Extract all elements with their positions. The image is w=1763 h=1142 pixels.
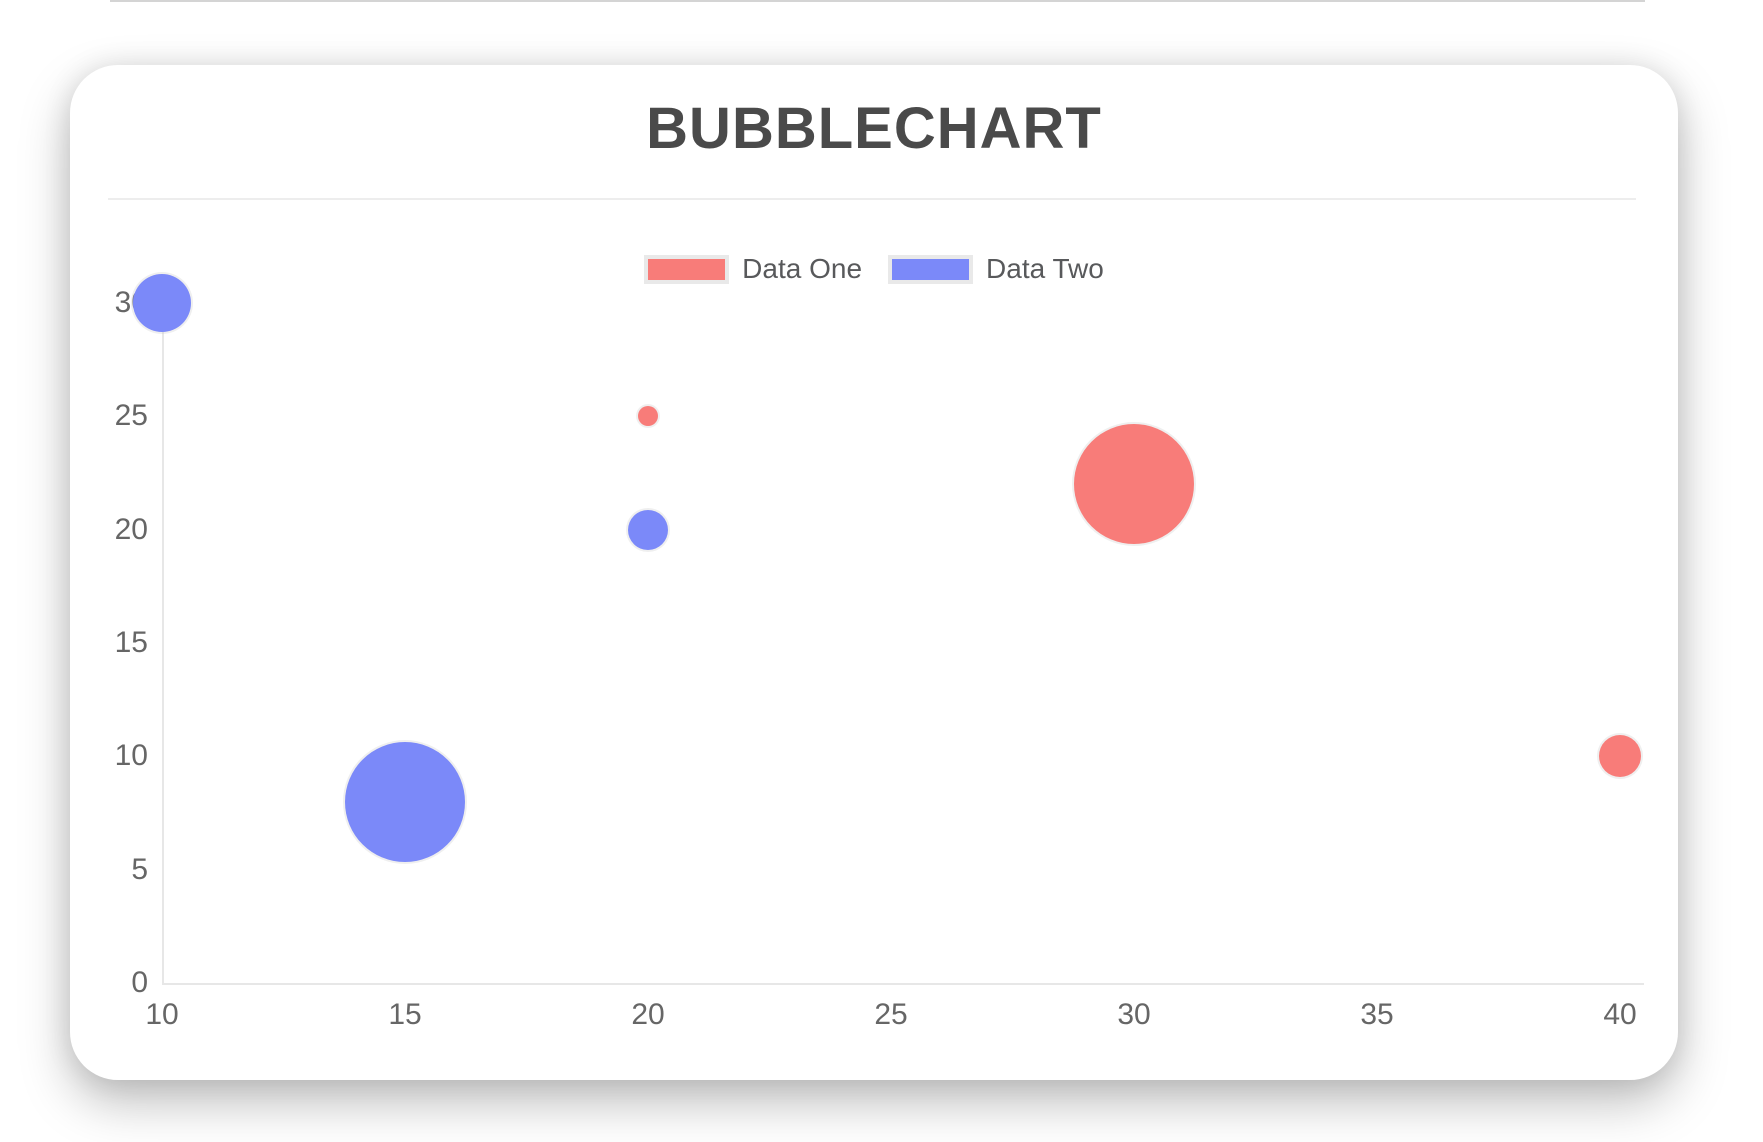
bubble-data-one[interactable] [1599,735,1641,778]
title-divider [108,198,1636,200]
legend-swatch [888,254,974,284]
plot-area: 0 5 10 15 20 25 30 10 15 20 25 30 35 40 [70,65,1678,1080]
x-axis-tick-label: 10 [145,998,179,1031]
y-axis-tick-label: 10 [114,739,148,773]
y-axis-tick-label: 0 [131,966,148,999]
x-axis-tick-label: 40 [1603,998,1637,1031]
legend-swatch [644,254,730,284]
x-axis-tick-label: 15 [388,998,422,1031]
legend-item-data-one[interactable]: Data One [644,253,862,285]
y-axis-line [162,303,164,985]
bubble-data-two[interactable] [628,509,668,550]
bubble-data-one[interactable] [1074,424,1194,545]
chart-card: BUBBLECHART Data One Data Two 0 5 10 15 20 25 3… [70,65,1678,1080]
x-axis-tick-label: 35 [1360,998,1394,1031]
x-axis-tick-label: 20 [631,998,665,1031]
x-axis-tick-label: 25 [874,998,908,1031]
legend-label: Data One [742,253,863,284]
y-axis-tick-label: 20 [114,512,148,546]
y-axis-tick-label: 25 [114,399,148,433]
y-axis-tick-label: 5 [131,852,148,886]
bubble-data-two[interactable] [345,741,465,862]
bubble-data-one[interactable] [638,406,658,427]
bubble-data-two[interactable] [133,274,191,332]
legend-label: Data Two [986,253,1104,284]
legend-item-data-two[interactable]: Data Two [888,253,1104,285]
chart-legend: Data One Data Two [70,253,1678,285]
x-axis-line [162,983,1644,985]
y-axis-tick-label: 15 [114,626,148,659]
chart-title: BUBBLECHART [646,96,1102,161]
x-axis-tick-label: 30 [1117,998,1151,1031]
top-divider [110,0,1645,2]
